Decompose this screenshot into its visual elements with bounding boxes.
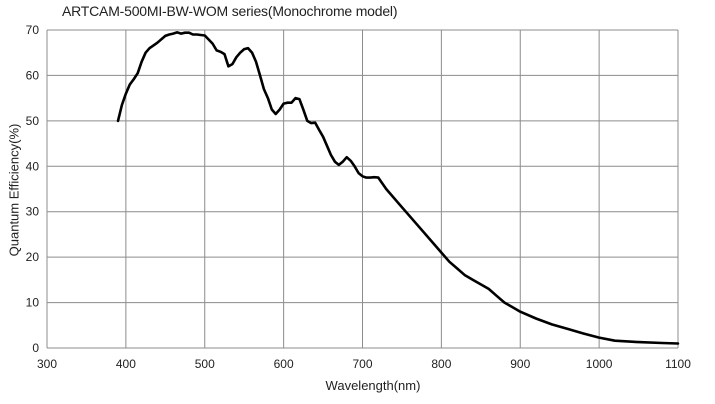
- y-tick-label: 20: [26, 250, 40, 264]
- x-tick-label: 900: [510, 357, 530, 371]
- x-tick-label: 500: [195, 357, 215, 371]
- x-tick-label: 700: [352, 357, 372, 371]
- x-tick-label: 800: [431, 357, 451, 371]
- y-tick-label: 40: [26, 159, 40, 173]
- series-layer: [116, 30, 680, 345]
- y-tick-label: 0: [32, 341, 39, 355]
- y-tick-label: 10: [26, 296, 40, 310]
- x-tick-label: 1100: [665, 357, 691, 371]
- x-tick-label: 1000: [586, 357, 613, 371]
- tick-labels: 0 10 20 30 40 50 60 70 300 400 500 600 700 800 900 1000…: [26, 23, 692, 371]
- qe-curve-line: [116, 30, 680, 345]
- y-tick-label: 50: [26, 114, 40, 128]
- chart-title: ARTCAM-500MI-BW-WOM series(Monochrome mo…: [62, 3, 398, 19]
- grid: [46, 29, 679, 349]
- y-tick-label: 30: [26, 205, 40, 219]
- y-tick-label: 70: [26, 23, 40, 37]
- x-axis-label: Wavelength(nm): [325, 378, 421, 393]
- x-tick-label: 400: [116, 357, 136, 371]
- x-tick-label: 600: [274, 357, 294, 371]
- y-tick-label: 60: [26, 68, 40, 82]
- x-tick-label: 300: [37, 357, 57, 371]
